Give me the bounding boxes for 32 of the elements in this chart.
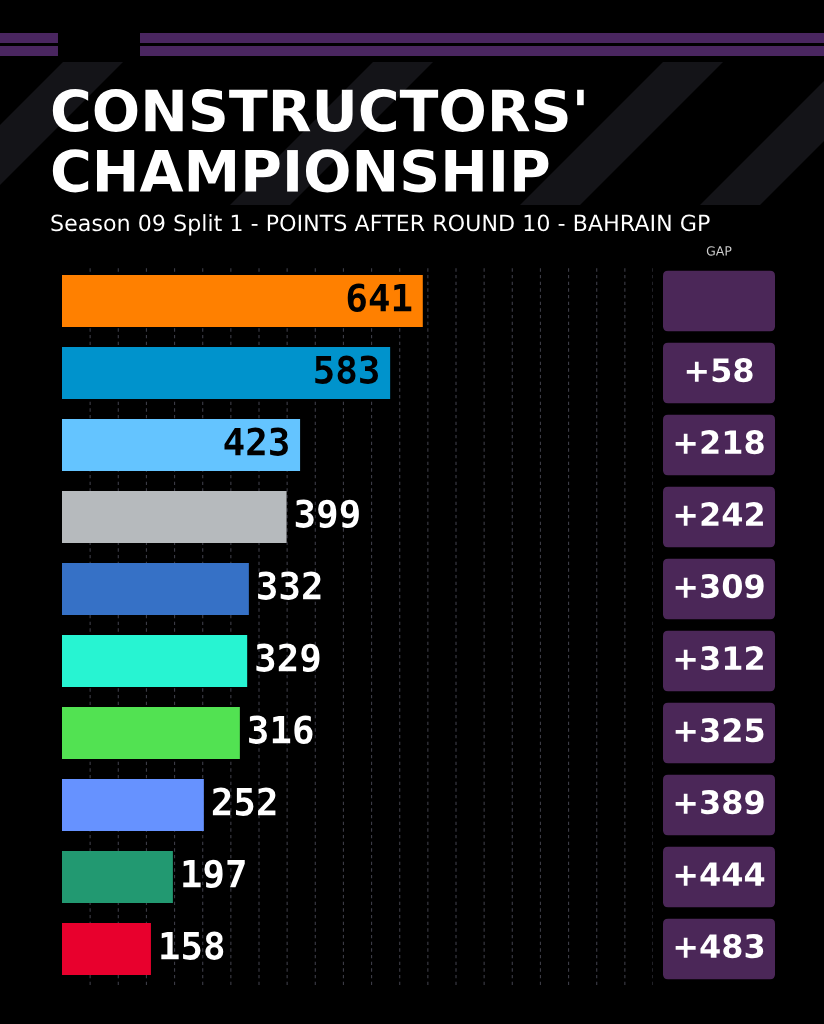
chart-title: CONSTRUCTORS' CHAMPIONSHIP	[52, 89, 584, 193]
bar	[62, 563, 249, 615]
text: +58	[686, 358, 753, 383]
bar	[62, 491, 287, 543]
text: +309	[675, 574, 764, 599]
data-label: 583	[315, 355, 378, 384]
data-label: 332	[258, 571, 321, 600]
text: +218	[675, 430, 764, 455]
data-label: 641	[347, 283, 412, 312]
bar	[62, 707, 240, 759]
bar	[62, 275, 423, 327]
text: +444	[675, 862, 765, 886]
data-label: 399	[295, 499, 359, 529]
data-label: 158	[161, 931, 224, 960]
data-label: 329	[256, 643, 320, 673]
bar	[62, 347, 391, 399]
chart-subtitle: Season 09 Split 1 - POINTS AFTER ROUND 10 - BAHRAIN GP	[51, 214, 710, 236]
text: +312	[675, 646, 763, 671]
bar	[62, 635, 248, 687]
bar	[62, 419, 301, 471]
text: +325	[675, 718, 764, 743]
text: GAP	[706, 246, 732, 256]
text: +389	[675, 790, 764, 815]
data-label: 252	[212, 787, 276, 816]
bar	[62, 779, 204, 831]
data-label: 316	[249, 715, 313, 744]
text: +242	[675, 502, 763, 526]
text: +483	[675, 934, 764, 959]
bar	[62, 851, 173, 903]
bar	[62, 923, 151, 975]
data-label: 197	[183, 859, 245, 889]
data-label: 423	[224, 427, 288, 456]
